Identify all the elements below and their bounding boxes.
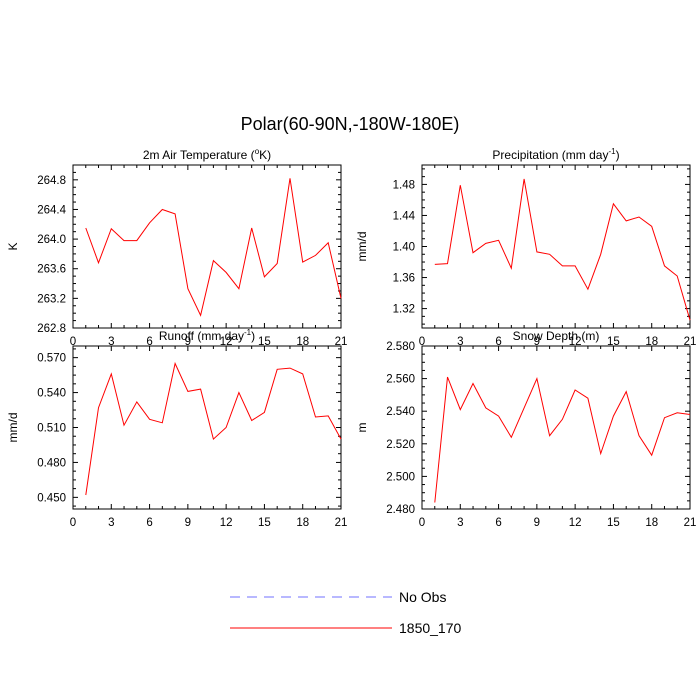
- panel-title: Precipitation (mm day-1): [492, 147, 619, 162]
- panel-title: Snow Depth (m): [513, 329, 600, 343]
- chart-panel-1: 2m Air Temperature (oK)0 3 6 9 12 15 18 21262.8…: [6, 147, 347, 348]
- y-tick-label: 2.580: [386, 341, 415, 353]
- series-line-1850_170: [434, 178, 691, 321]
- series-line-1850_170: [85, 361, 342, 496]
- x-tick-label: 15: [258, 336, 271, 348]
- y-tick-label: 1.32: [393, 304, 415, 316]
- y-tick-label: 1.48: [393, 179, 415, 191]
- panel-title: Runoff (mm day-1): [159, 328, 255, 343]
- y-tick-label: 0.540: [37, 388, 66, 400]
- y-tick-label: 262.8: [37, 323, 66, 335]
- x-tick-label: 21: [335, 336, 348, 348]
- x-tick-label: 0: [419, 517, 425, 529]
- panel-title-part: ): [616, 148, 620, 162]
- x-tick-label: 9: [534, 336, 540, 348]
- x-tick-label: 12: [220, 517, 233, 529]
- chart-panel-2: Precipitation (mm day-1) 0 3 6 9 12 15 18 21 1.32…: [355, 147, 696, 348]
- legend-label-2: 1850_170: [399, 620, 462, 636]
- y-axis-label: K: [6, 242, 20, 250]
- x-tick-label: 12: [220, 336, 233, 348]
- panel-title-part: 2m Air Temperature (: [143, 148, 255, 162]
- chart-panel-4: Snow Depth (m) 0 3 6 9 12 15 18 21 2.480 2.500 2.52…: [355, 329, 696, 529]
- y-tick-label: 264.4: [37, 204, 66, 216]
- x-tick-label: 3: [108, 517, 114, 529]
- y-tick-label: 2.520: [386, 439, 415, 451]
- x-tick-label: 18: [296, 517, 309, 529]
- x-tick-label: 6: [495, 517, 501, 529]
- panel-title-part: Precipitation (mm day: [492, 148, 608, 162]
- panel-title: 2m Air Temperature (oK): [143, 147, 271, 162]
- y-axis-label: m: [355, 423, 369, 433]
- plot-frame: [72, 345, 342, 510]
- x-tick-label: 6: [146, 336, 152, 348]
- x-tick-label: 6: [495, 336, 501, 348]
- x-tick-label: 12: [569, 517, 582, 529]
- y-tick-label: 1.36: [393, 273, 415, 285]
- panels-group: 2m Air Temperature (oK)0 3 6 9 12 15 18 21262.8…: [6, 147, 696, 529]
- y-tick-label: 1.44: [393, 210, 416, 222]
- panel-title-part: Runoff (mm day: [159, 329, 244, 343]
- y-tick-label: 0.450: [37, 492, 66, 504]
- y-tick-label: 263.6: [37, 264, 66, 276]
- panel-title-part: K): [259, 148, 271, 162]
- x-tick-label: 21: [684, 517, 697, 529]
- y-tick-label: 2.480: [386, 504, 415, 516]
- y-tick-label: 0.510: [37, 423, 66, 435]
- x-tick-label: 18: [296, 336, 309, 348]
- y-tick-label: 264.0: [37, 234, 66, 246]
- y-tick-label: 263.2: [37, 293, 66, 305]
- y-tick-label: 0.480: [37, 457, 66, 469]
- x-tick-label: 3: [108, 336, 114, 348]
- x-tick-label: 9: [185, 336, 191, 348]
- x-tick-label: 0: [419, 336, 425, 348]
- x-tick-label: 3: [457, 336, 463, 348]
- x-tick-label: 15: [607, 336, 620, 348]
- chart-panel-3: Runoff (mm day-1) 0 3 6 9 12 15 18 21 0.450 0.480 0…: [6, 328, 347, 529]
- x-tick-label: 12: [569, 336, 582, 348]
- y-tick-label: 1.40: [393, 242, 415, 254]
- figure-title: Polar(60-90N,-180W-180E): [241, 114, 460, 134]
- x-tick-label: 18: [645, 517, 658, 529]
- y-axis-label: mm/d: [6, 413, 20, 443]
- x-tick-label: 9: [185, 517, 191, 529]
- panel-title-part: o: [255, 147, 260, 156]
- panel-title-part: ): [251, 329, 255, 343]
- y-tick-label: 2.540: [386, 406, 415, 418]
- x-tick-label: 9: [534, 517, 540, 529]
- x-tick-label: 18: [645, 336, 658, 348]
- x-tick-label: 0: [70, 336, 76, 348]
- panel-title-part: -1: [608, 147, 616, 156]
- x-tick-label: 15: [258, 517, 271, 529]
- plot-frame: [421, 164, 691, 329]
- panel-title-part: Snow Depth (m): [513, 329, 600, 343]
- panel-title-part: -1: [244, 328, 252, 337]
- y-axis-label: mm/d: [355, 232, 369, 262]
- x-tick-label: 21: [684, 336, 697, 348]
- x-tick-label: 15: [607, 517, 620, 529]
- legend-label-1: No Obs: [399, 589, 446, 605]
- x-tick-label: 21: [335, 517, 348, 529]
- y-tick-label: 2.560: [386, 374, 415, 386]
- legend: No Obs 1850_170: [230, 589, 462, 636]
- y-tick-label: 2.500: [386, 471, 415, 483]
- y-tick-label: 264.8: [37, 175, 66, 187]
- x-tick-label: 0: [70, 517, 76, 529]
- y-tick-label: 0.570: [37, 353, 66, 365]
- series-line-1850_170: [85, 178, 342, 317]
- series-line-1850_170: [434, 376, 691, 503]
- x-tick-label: 3: [457, 517, 463, 529]
- x-tick-label: 6: [146, 517, 152, 529]
